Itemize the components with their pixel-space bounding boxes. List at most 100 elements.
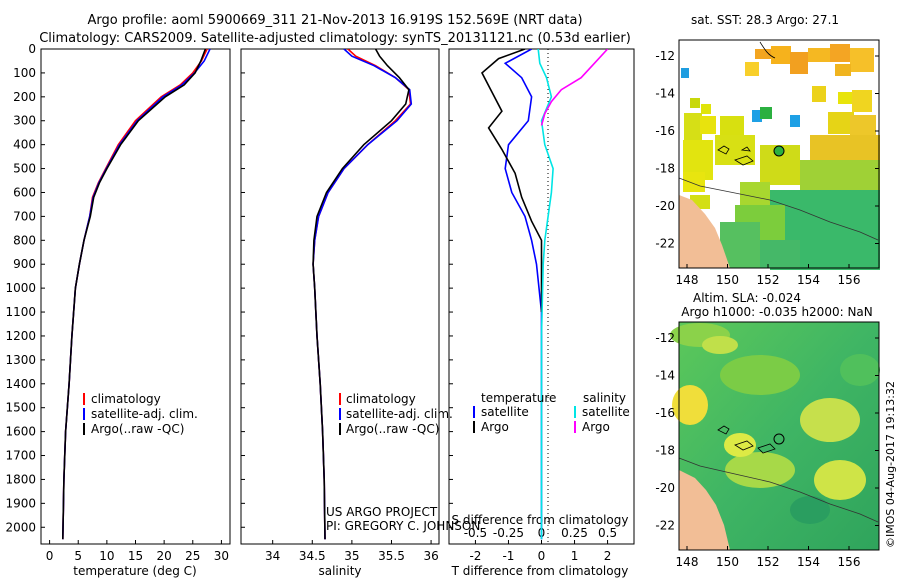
map-x-tick-label: 156 xyxy=(838,273,861,287)
temperature-x-axis: 0 5 10 15 20 25 30 xyxy=(46,540,229,563)
map-y-tick-label: -22 xyxy=(655,237,675,251)
map-x-tick-label: 150 xyxy=(716,273,739,287)
sst-map xyxy=(678,39,880,270)
x-tick-label: 25 xyxy=(185,549,200,563)
sla-argo-marker xyxy=(773,433,785,445)
legend-label: Argo xyxy=(481,420,509,434)
x-tick-label: 35 xyxy=(344,549,359,563)
difference-lines xyxy=(480,49,609,540)
sst-map-title: sat. SST: 28.3 Argo: 27.1 xyxy=(691,13,839,27)
map-y-tick-label: -22 xyxy=(655,519,675,533)
sla-map-frame xyxy=(678,321,880,551)
credit-project: US ARGO PROJECT xyxy=(326,505,438,519)
x-tick-label: 15 xyxy=(128,549,143,563)
legend-title-salinity: salinity xyxy=(583,391,626,405)
watermark: ©IMOS 04-Aug-2017 19:13:32 xyxy=(884,381,897,548)
map-x-tick-label: 150 xyxy=(716,555,739,569)
depth-tick-label: 400 xyxy=(13,138,36,152)
map-y-tick-label: -14 xyxy=(655,87,675,101)
sst-map-frame xyxy=(678,39,880,269)
legend-label: satellite xyxy=(481,405,529,419)
series-line-satellite-adj-clim- xyxy=(312,49,413,540)
depth-tick-label: 1600 xyxy=(5,425,36,439)
sla-y-axis: -12 -14 -16 -18 -20 -22 xyxy=(655,331,879,533)
map-y-tick-label: -14 xyxy=(655,369,675,383)
sst-contour xyxy=(678,177,879,241)
series-line-salinity-argo xyxy=(540,49,609,126)
depth-tick-label: 1800 xyxy=(5,472,36,486)
x-tick-label: 10 xyxy=(99,549,114,563)
legend-label: Argo(..raw -QC) xyxy=(91,422,184,436)
temperature-xlabel: temperature (deg C) xyxy=(73,564,196,578)
top-tick-label: 0.5 xyxy=(598,526,617,540)
depth-tick-label: 700 xyxy=(13,209,36,223)
map-y-tick-label: -18 xyxy=(655,444,675,458)
series-line-temperature-satellite xyxy=(503,49,543,540)
difference-xlabel-top: S difference from climatology xyxy=(452,513,629,527)
top-tick-label: -0.25 xyxy=(493,526,524,540)
map-x-tick-label: 148 xyxy=(676,273,699,287)
difference-xlabel: T difference from climatology xyxy=(451,564,629,578)
depth-tick-label: 1700 xyxy=(5,449,36,463)
map-y-tick-label: -16 xyxy=(655,406,675,420)
map-y-tick-label: -12 xyxy=(655,49,675,63)
salinity-xlabel: salinity xyxy=(318,564,361,578)
map-x-tick-label: 154 xyxy=(797,555,820,569)
x-tick-label: 34.5 xyxy=(299,549,326,563)
map-y-tick-label: -12 xyxy=(655,331,675,345)
depth-axis: 0 100 200 300 400 500 600 700 800 900 1000 1100 1200… xyxy=(5,42,453,534)
top-tick-label: -0.5 xyxy=(464,526,487,540)
salinity-x-axis: 34 34.5 35 35.5 36 xyxy=(265,540,439,563)
series-line-argo-raw-qc- xyxy=(312,49,410,540)
argo-float-marker xyxy=(773,145,785,157)
depth-tick-label: 900 xyxy=(13,257,36,271)
depth-tick-label: 500 xyxy=(13,162,36,176)
map-y-tick-label: -20 xyxy=(655,481,675,495)
sla-x-axis: 148 150 152 154 156 xyxy=(676,546,861,569)
depth-tick-label: 1500 xyxy=(5,401,36,415)
salinity-legend: climatology satellite-adj. clim. Argo(..… xyxy=(339,392,453,436)
temperature-lines xyxy=(62,49,211,540)
depth-tick-label: 1400 xyxy=(5,377,36,391)
sla-map-title-1: Altim. SLA: -0.024 xyxy=(693,291,801,305)
legend-label: Argo(..raw -QC) xyxy=(346,422,439,436)
sla-map-title-2: Argo h1000: -0.035 h2000: NaN xyxy=(681,305,873,319)
depth-tick-label: 2000 xyxy=(5,520,36,534)
difference-legend: temperature salinity satellite Argo sate… xyxy=(473,391,630,434)
depth-tick-label: 0 xyxy=(28,42,36,56)
depth-tick-label: 1000 xyxy=(5,281,36,295)
series-line-argo-raw-qc- xyxy=(62,49,207,540)
x-tick-label: 20 xyxy=(156,549,171,563)
x-tick-label: 35.5 xyxy=(378,549,405,563)
sla-land xyxy=(679,470,730,550)
series-line-salinity-satellite xyxy=(537,49,554,540)
top-tick-label: 0.25 xyxy=(561,526,588,540)
depth-tick-label: 600 xyxy=(13,185,36,199)
title-line-1: Argo profile: aoml 5900669_311 21-Nov-20… xyxy=(87,13,582,28)
depth-tick-label: 1300 xyxy=(5,353,36,367)
x-tick-label: -1 xyxy=(502,549,514,563)
legend-label: climatology xyxy=(346,392,416,406)
sst-y-axis: -12 -14 -16 -18 -20 -22 xyxy=(655,49,879,251)
map-x-tick-label: 152 xyxy=(757,555,780,569)
map-x-tick-label: 156 xyxy=(838,555,861,569)
depth-tick-label: 1100 xyxy=(5,305,36,319)
x-tick-label: 0 xyxy=(46,549,54,563)
legend-label: climatology xyxy=(91,392,161,406)
depth-tick-label: 1200 xyxy=(5,329,36,343)
sla-blobs xyxy=(670,323,880,524)
x-tick-label: 36 xyxy=(423,549,438,563)
credit-pi: PI: GREGORY C. JOHNSON xyxy=(326,519,480,533)
depth-tick-label: 100 xyxy=(13,66,36,80)
legend-label: Argo xyxy=(582,420,610,434)
legend-label: satellite xyxy=(582,405,630,419)
x-tick-label: 5 xyxy=(74,549,82,563)
title-line-2: Climatology: CARS2009. Satellite-adjuste… xyxy=(39,31,631,46)
sst-cells xyxy=(681,44,880,270)
map-x-tick-label: 154 xyxy=(797,273,820,287)
map-x-tick-label: 152 xyxy=(757,273,780,287)
sst-reefs xyxy=(717,145,754,166)
x-tick-label: -2 xyxy=(469,549,481,563)
map-y-tick-label: -16 xyxy=(655,124,675,138)
